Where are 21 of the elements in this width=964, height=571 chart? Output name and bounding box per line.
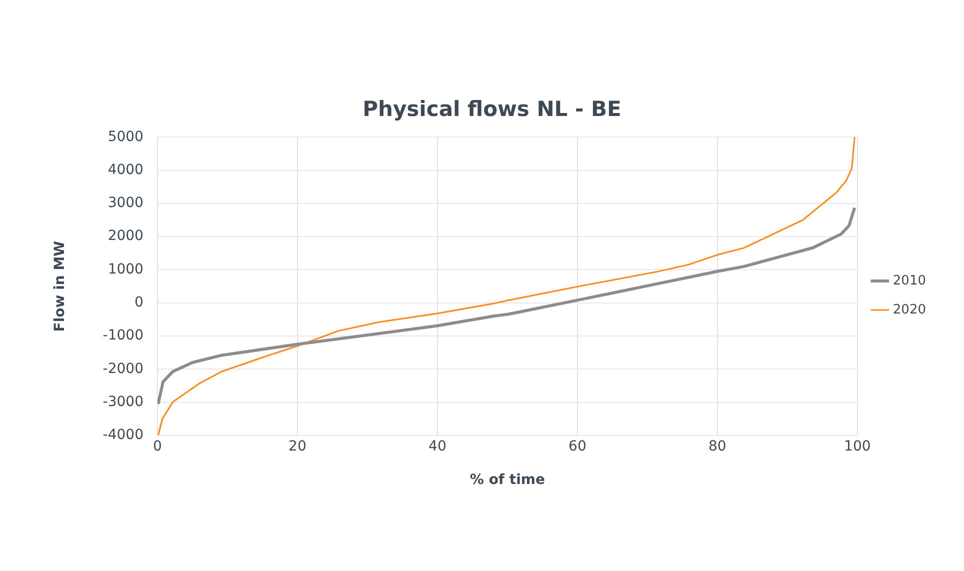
y-tick-label: 2000: [108, 228, 144, 244]
y-tick-label: -1000: [102, 328, 144, 344]
y-tick-label: 4000: [108, 162, 144, 178]
x-tick-label: 80: [708, 438, 726, 454]
legend-label: 2010: [892, 273, 926, 288]
y-tick-label: 0: [134, 294, 144, 311]
x-tick-label: 100: [844, 438, 871, 454]
x-tick-label: 40: [428, 438, 446, 454]
y-tick-label: 1000: [108, 261, 144, 278]
x-tick-label: 20: [288, 438, 306, 454]
y-tick-label: -3000: [102, 394, 144, 410]
x-tick-label: 60: [568, 438, 586, 454]
y-axis-title: Flow in MW: [52, 240, 68, 332]
y-tick-label: -2000: [102, 360, 144, 377]
y-tick-label: 3000: [108, 195, 144, 212]
y-tick-label: 5000: [108, 128, 144, 145]
x-axis-title: % of time: [470, 472, 545, 488]
x-tick-label: 0: [153, 438, 162, 454]
y-tick-label: -4000: [102, 427, 144, 444]
legend-label: 2020: [892, 302, 926, 318]
chart-title: Physical flows NL - BE: [362, 97, 622, 122]
